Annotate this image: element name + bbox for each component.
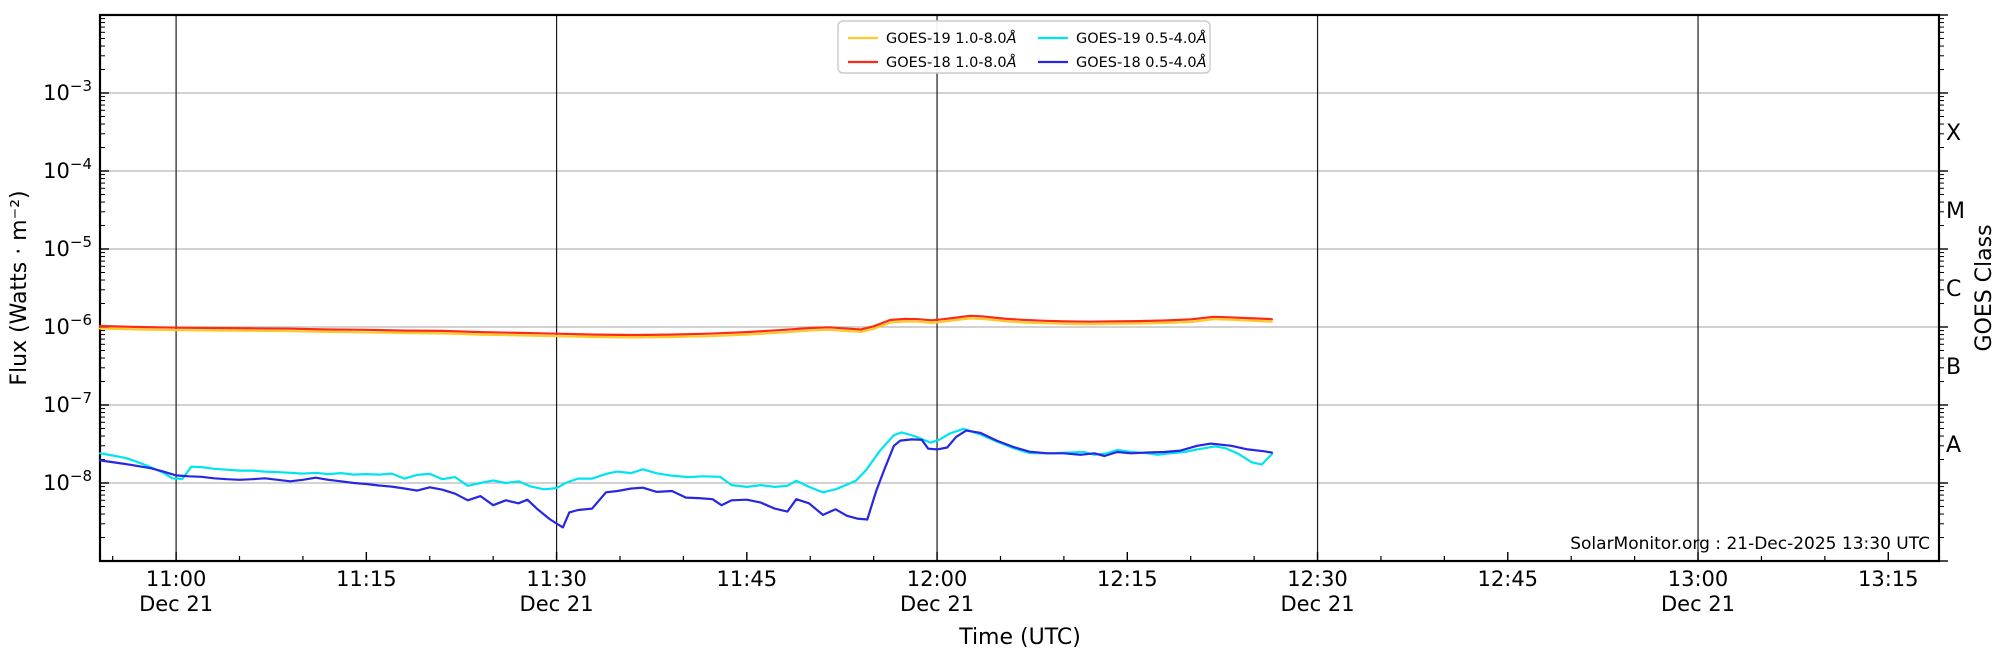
x-tick-date-label: Dec 21 xyxy=(1281,592,1355,616)
y-tick-label: 10−6 xyxy=(43,311,92,339)
plot-frame xyxy=(98,13,1941,563)
y-tick-label: 10−5 xyxy=(43,233,92,261)
legend-label: GOES-18 1.0-8.0Å xyxy=(886,54,1017,71)
goes-class-letter: C xyxy=(1946,277,1961,302)
goes-class-letter: M xyxy=(1946,199,1965,224)
series-line-2 xyxy=(98,314,1274,337)
x-tick-label: 12:30 xyxy=(1287,567,1348,591)
y-tick-label: 10−8 xyxy=(43,467,92,495)
right-axis-title: GOES Class xyxy=(1972,224,1997,351)
legend-label: GOES-19 0.5-4.0Å xyxy=(1076,30,1207,47)
goes-class-letter: B xyxy=(1946,355,1961,380)
x-tick-label: 11:30 xyxy=(526,567,587,591)
series-line-4 xyxy=(98,429,1274,529)
x-tick-date-label: Dec 21 xyxy=(900,592,974,616)
series-line-1 xyxy=(98,317,1274,339)
x-tick-label: 11:45 xyxy=(717,567,778,591)
y-tick-label: 10−7 xyxy=(43,389,92,417)
y-tick-label: 10−4 xyxy=(43,155,92,183)
x-tick-date-label: Dec 21 xyxy=(1661,592,1735,616)
x-tick-label: 13:00 xyxy=(1668,567,1729,591)
goes-class-letter: A xyxy=(1946,433,1961,458)
x-tick-label: 11:15 xyxy=(336,567,397,591)
x-tick-label: 12:00 xyxy=(907,567,968,591)
x-tick-date-label: Dec 21 xyxy=(139,592,213,616)
x-tick-label: 12:45 xyxy=(1478,567,1539,591)
y-axis-title: Flux (Watts · m⁻²) xyxy=(7,190,32,385)
watermark-annotation: SolarMonitor.org : 21-Dec-2025 13:30 UTC xyxy=(1570,534,1930,554)
legend-box xyxy=(837,20,1211,74)
y-tick-label: 10−3 xyxy=(43,77,92,105)
x-tick-label: 11:00 xyxy=(146,567,207,591)
legend-label: GOES-19 1.0-8.0Å xyxy=(886,30,1017,47)
series-line-3 xyxy=(98,427,1274,494)
goes-class-letter: X xyxy=(1946,121,1961,146)
x-tick-label: 12:15 xyxy=(1097,567,1158,591)
x-axis-title: Time (UTC) xyxy=(958,625,1081,650)
legend-label: GOES-18 0.5-4.0Å xyxy=(1076,54,1207,71)
x-tick-label: 13:15 xyxy=(1858,567,1919,591)
x-tick-date-label: Dec 21 xyxy=(520,592,594,616)
